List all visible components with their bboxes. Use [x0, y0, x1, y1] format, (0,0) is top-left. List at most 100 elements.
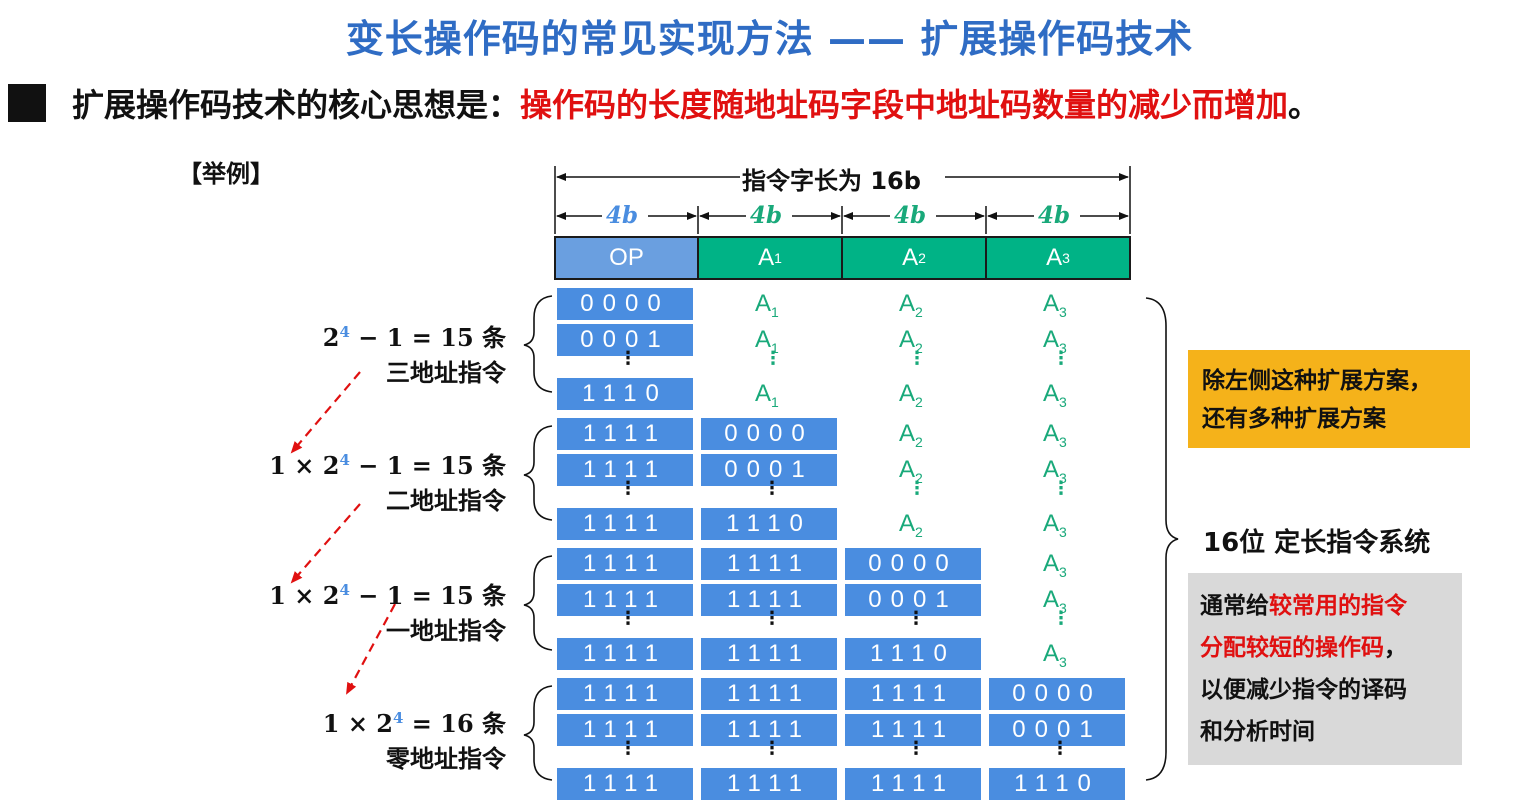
- group-one-address: 1 × 24 − 1 = 15 条 一地址指令: [260, 576, 506, 646]
- vdots: ⋮: [619, 478, 637, 499]
- opcode-cell: 0001: [989, 714, 1125, 746]
- opcode-cell: 1111: [701, 714, 837, 746]
- note-line2: 分配较短的操作码，: [1200, 635, 1407, 661]
- opcode-cell: 1111: [557, 418, 693, 450]
- group-one-name: 一地址指令: [386, 617, 506, 645]
- address-field-label: A2: [899, 380, 923, 410]
- header-a2-sub: 2: [918, 250, 926, 266]
- opcode-cell: 1111: [557, 638, 693, 670]
- note-frequent-instructions: 通常给较常用的指令 分配较短的操作码， 以便减少指令的译码 和分析时间: [1188, 573, 1462, 765]
- address-field-label: A2: [899, 510, 923, 540]
- group-one-count: 1 × 24 − 1 = 15 条: [269, 581, 506, 610]
- opcode-cell: 1111: [557, 454, 693, 486]
- opcode-cell: 0000: [557, 288, 693, 320]
- address-field-label: A2: [899, 456, 923, 486]
- note-other-line1: 除左侧这种扩展方案，: [1202, 368, 1432, 394]
- address-field-label: A3: [1043, 510, 1067, 540]
- core-idea-highlight: 操作码的长度随地址码字段中地址码数量的减少而增加: [520, 86, 1289, 124]
- opcode-cell: 1111: [557, 768, 693, 800]
- vdots: ⋮: [764, 348, 782, 369]
- core-idea-prefix: 扩展操作码技术的核心思想是：: [72, 86, 521, 124]
- example-label: 【举例】: [178, 160, 274, 188]
- page-title: 变长操作码的常见实现方法 —— 扩展操作码技术: [345, 17, 1194, 61]
- vdots: ⋮: [907, 608, 925, 629]
- header-a2-label: A: [902, 244, 919, 271]
- vdots: ⋮: [908, 478, 926, 499]
- op-width-label: 4b: [606, 202, 639, 229]
- header-a3-sub: 3: [1062, 250, 1070, 266]
- header-a1-label: A: [758, 244, 775, 271]
- vdots: ⋮: [763, 478, 781, 499]
- header-op: OP: [554, 236, 699, 280]
- address-field-label: A3: [1043, 586, 1067, 616]
- opcode-cell: 1111: [701, 584, 837, 616]
- opcode-cell: 1111: [701, 548, 837, 580]
- opcode-cell: 1111: [557, 584, 693, 616]
- group-three-name: 三地址指令: [386, 359, 506, 387]
- address-field-label: A3: [1043, 456, 1067, 486]
- word-length-label: 指令字长为 16b: [742, 167, 921, 195]
- opcode-cell: 1110: [845, 638, 981, 670]
- vdots: ⋮: [763, 608, 781, 629]
- opcode-cell: 1110: [557, 378, 693, 410]
- a2-width-label: 4b: [894, 202, 927, 229]
- system-label: 16位 定长指令系统: [1203, 528, 1431, 558]
- note-line4: 和分析时间: [1200, 719, 1315, 745]
- address-field-label: A2: [899, 290, 923, 320]
- core-idea-suffix: 。: [1288, 86, 1321, 124]
- opcode-cell: 1111: [557, 678, 693, 710]
- address-field-label: A3: [1043, 326, 1067, 356]
- address-field-label: A2: [899, 420, 923, 450]
- opcode-cell: 1111: [701, 678, 837, 710]
- opcode-cell: 1111: [557, 714, 693, 746]
- address-field-label: A1: [755, 290, 779, 320]
- address-field-label: A1: [755, 380, 779, 410]
- address-field-label: A3: [1043, 420, 1067, 450]
- group-zero-address: 1 × 24 = 16 条 零地址指令: [300, 704, 506, 774]
- vdots: ⋮: [1051, 738, 1069, 759]
- vdots: ⋮: [763, 738, 781, 759]
- address-field-label: A2: [899, 326, 923, 356]
- a1-width-label: 4b: [750, 202, 783, 229]
- vdots: ⋮: [1052, 478, 1070, 499]
- note-line3: 以便减少指令的译码: [1200, 677, 1407, 703]
- header-a1-sub: 1: [774, 250, 782, 266]
- opcode-cell: 0000: [701, 418, 837, 450]
- opcode-cell: 0000: [845, 548, 981, 580]
- core-idea-line: 扩展操作码技术的核心思想是：操作码的长度随地址码字段中地址码数量的减少而增加。: [72, 80, 1320, 126]
- bullet-square-icon: [8, 84, 46, 122]
- group-two-address: 1 × 24 − 1 = 15 条 二地址指令: [260, 446, 506, 516]
- group-zero-count: 1 × 24 = 16 条: [322, 709, 506, 738]
- opcode-cell: 0000: [989, 678, 1125, 710]
- vdots: ⋮: [619, 738, 637, 759]
- vdots: ⋮: [1052, 608, 1070, 629]
- a3-width-label: 4b: [1038, 202, 1071, 229]
- address-field-label: A1: [755, 326, 779, 356]
- opcode-cell: 1111: [557, 548, 693, 580]
- address-field-label: A3: [1043, 640, 1067, 670]
- address-field-label: A3: [1043, 290, 1067, 320]
- opcode-cell: 1111: [701, 638, 837, 670]
- opcode-cell: 0001: [845, 584, 981, 616]
- header-a3-label: A: [1046, 244, 1063, 271]
- group-two-name: 二地址指令: [386, 487, 506, 515]
- opcode-cell: 0001: [557, 324, 693, 356]
- vdots: ⋮: [907, 738, 925, 759]
- opcode-cell: 1111: [557, 508, 693, 540]
- opcode-cell: 1111: [845, 768, 981, 800]
- group-three-count: 24 − 1 = 15 条: [322, 323, 506, 352]
- note-other-schemes: 除左侧这种扩展方案， 还有多种扩展方案: [1188, 350, 1470, 448]
- address-field-label: A3: [1043, 380, 1067, 410]
- note-line1: 通常给较常用的指令: [1200, 593, 1407, 619]
- opcode-cell: 0001: [701, 454, 837, 486]
- vdots: ⋮: [619, 348, 637, 369]
- vdots: ⋮: [619, 608, 637, 629]
- group-two-count: 1 × 24 − 1 = 15 条: [269, 451, 506, 480]
- opcode-cell: 1110: [989, 768, 1125, 800]
- header-op-label: OP: [609, 244, 644, 271]
- group-three-address: 24 − 1 = 15 条 三地址指令: [300, 318, 506, 388]
